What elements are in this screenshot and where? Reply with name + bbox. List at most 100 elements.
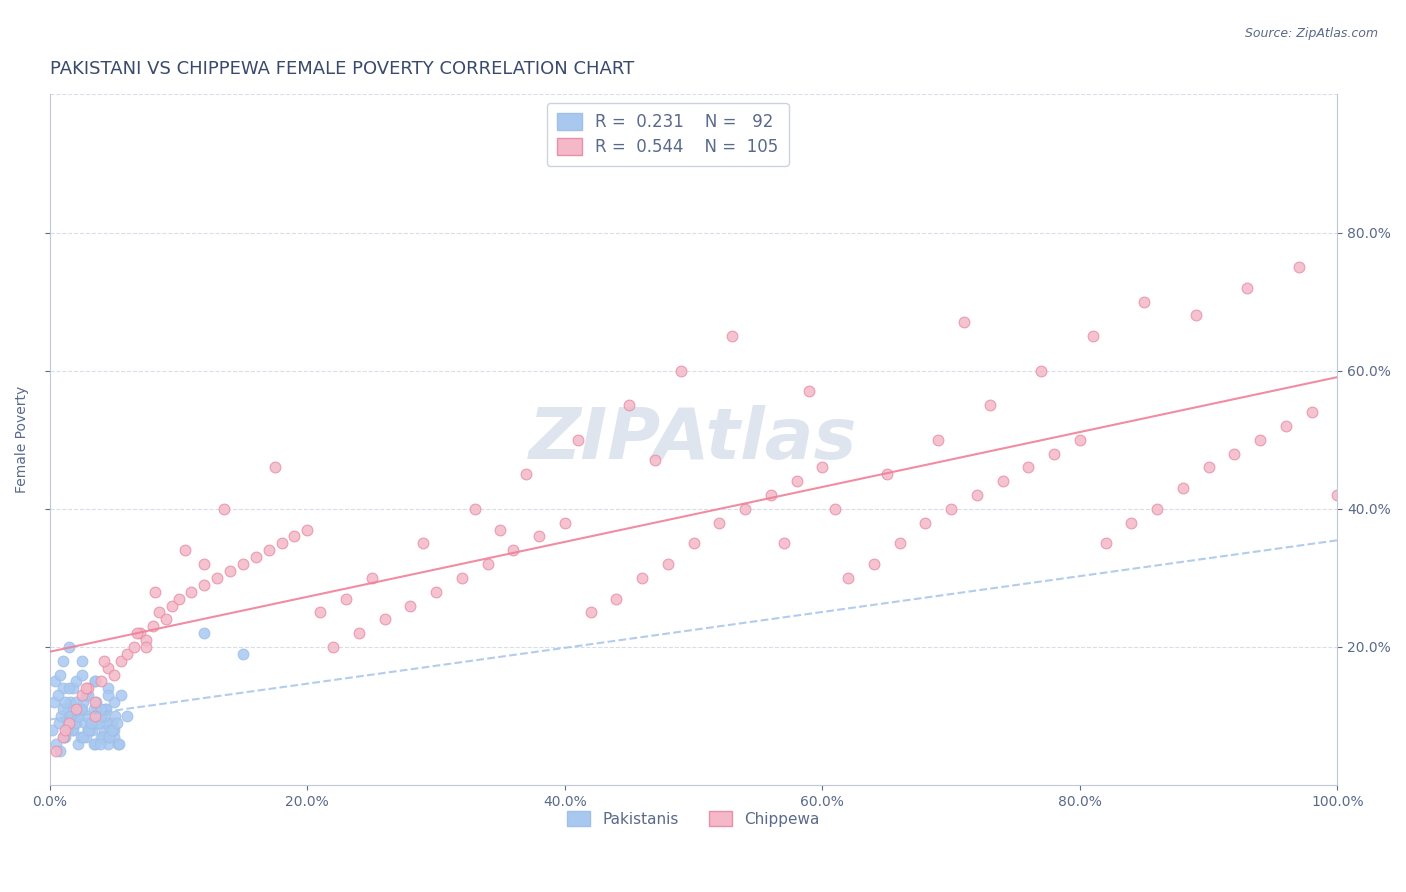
Point <box>93 654 115 668</box>
Point <box>502 543 524 558</box>
Point <box>991 474 1014 488</box>
Point <box>129 626 152 640</box>
Point <box>283 529 305 543</box>
Point <box>91 730 114 744</box>
Point <box>1171 481 1194 495</box>
Point <box>1184 309 1206 323</box>
Point <box>103 730 125 744</box>
Point <box>1301 405 1323 419</box>
Point <box>62 723 84 737</box>
Point <box>75 688 97 702</box>
Point <box>59 709 82 723</box>
Point <box>180 584 202 599</box>
Point <box>669 364 692 378</box>
Point <box>52 730 75 744</box>
Point <box>232 647 254 661</box>
Point <box>90 709 112 723</box>
Point <box>567 433 589 447</box>
Point <box>83 737 105 751</box>
Point <box>48 715 70 730</box>
Point <box>93 709 115 723</box>
Point <box>97 737 120 751</box>
Point <box>108 737 131 751</box>
Point <box>1081 329 1104 343</box>
Point <box>100 715 122 730</box>
Point <box>1198 460 1220 475</box>
Point <box>53 723 76 737</box>
Point <box>65 695 87 709</box>
Point <box>657 557 679 571</box>
Point <box>84 695 107 709</box>
Point <box>67 737 90 751</box>
Point <box>145 584 167 599</box>
Point <box>60 723 83 737</box>
Point <box>1326 488 1348 502</box>
Point <box>360 571 382 585</box>
Point <box>94 702 117 716</box>
Point <box>174 543 197 558</box>
Point <box>70 688 93 702</box>
Point <box>148 606 170 620</box>
Point <box>49 667 72 681</box>
Point <box>52 702 75 716</box>
Point <box>579 606 602 620</box>
Point <box>374 612 396 626</box>
Text: Source: ZipAtlas.com: Source: ZipAtlas.com <box>1244 27 1378 40</box>
Point <box>939 501 962 516</box>
Point <box>80 715 103 730</box>
Point <box>93 723 115 737</box>
Point <box>979 398 1001 412</box>
Point <box>90 674 112 689</box>
Point <box>142 619 165 633</box>
Point <box>115 709 138 723</box>
Point <box>97 688 120 702</box>
Point <box>876 467 898 482</box>
Point <box>811 460 834 475</box>
Point <box>70 667 93 681</box>
Point <box>135 633 157 648</box>
Point <box>76 709 98 723</box>
Point <box>127 626 149 640</box>
Point <box>53 730 76 744</box>
Point <box>953 315 976 329</box>
Point <box>58 681 80 696</box>
Point <box>270 536 292 550</box>
Point <box>97 681 120 696</box>
Point <box>53 730 76 744</box>
Point <box>619 398 641 412</box>
Point <box>96 715 118 730</box>
Point <box>53 695 76 709</box>
Point <box>104 709 127 723</box>
Y-axis label: Female Poverty: Female Poverty <box>15 386 30 493</box>
Point <box>89 737 111 751</box>
Point <box>62 681 84 696</box>
Point <box>65 702 87 716</box>
Point <box>77 688 100 702</box>
Point <box>1236 281 1258 295</box>
Point <box>1288 260 1310 274</box>
Point <box>63 715 86 730</box>
Point <box>309 606 332 620</box>
Point <box>759 488 782 502</box>
Point <box>193 578 215 592</box>
Point <box>489 523 512 537</box>
Point <box>75 730 97 744</box>
Point <box>69 730 91 744</box>
Point <box>631 571 654 585</box>
Point <box>219 564 242 578</box>
Point <box>70 654 93 668</box>
Point <box>297 523 319 537</box>
Point <box>77 681 100 696</box>
Point <box>399 599 422 613</box>
Point <box>83 695 105 709</box>
Point <box>1069 433 1091 447</box>
Point <box>335 591 357 606</box>
Point <box>55 723 77 737</box>
Point <box>45 743 67 757</box>
Point <box>450 571 472 585</box>
Point <box>786 474 808 488</box>
Point <box>51 709 73 723</box>
Point <box>100 723 122 737</box>
Point <box>914 516 936 530</box>
Point <box>49 743 72 757</box>
